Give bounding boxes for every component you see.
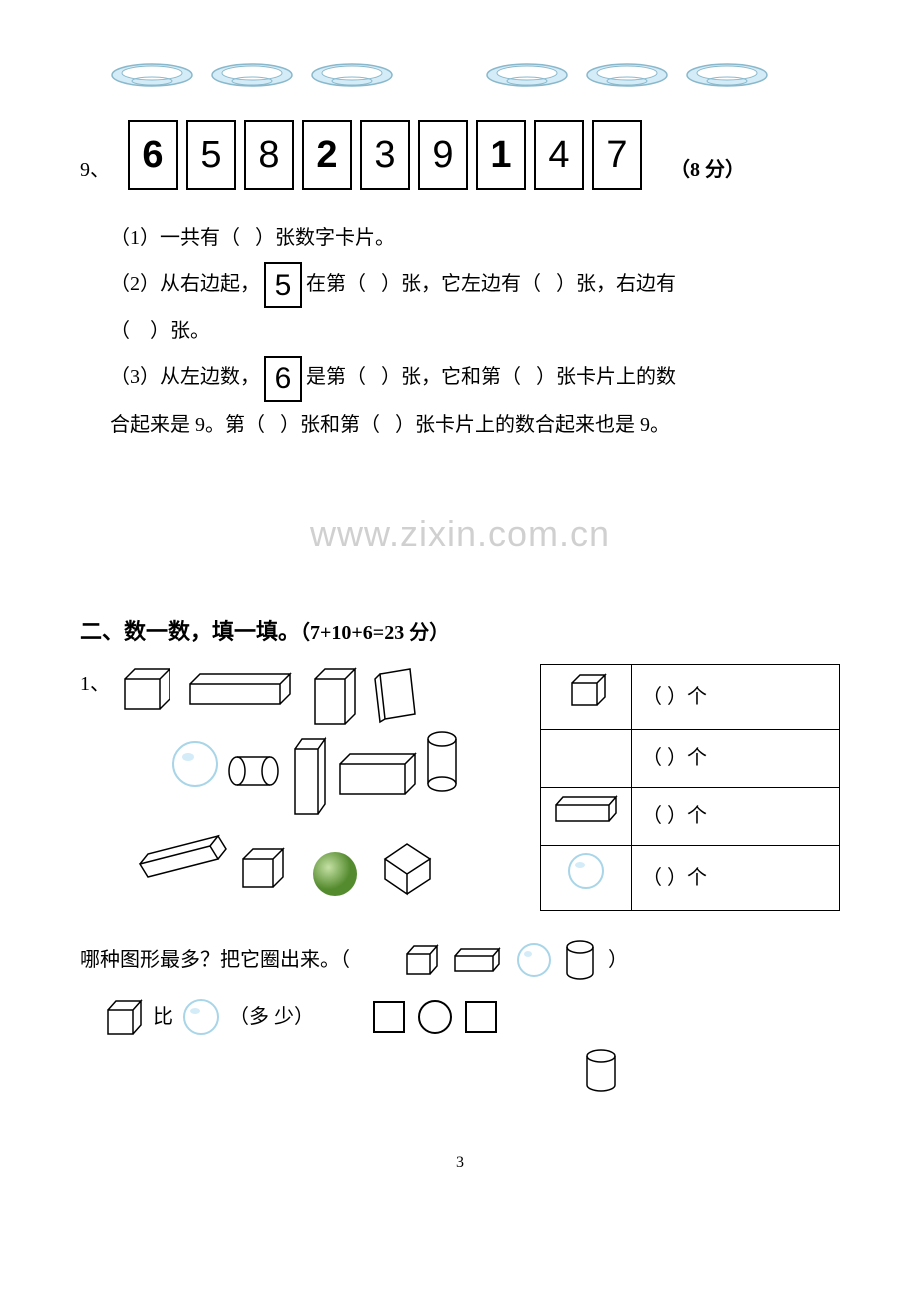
plate-icon xyxy=(110,60,195,90)
cylinder-option-icon xyxy=(563,939,598,981)
text: ）张，它和第（ xyxy=(381,366,521,388)
number-card: 8 xyxy=(244,120,294,190)
table-cuboid-icon xyxy=(541,729,632,787)
extra-cylinder xyxy=(80,1048,840,1107)
plate-icon xyxy=(585,60,670,90)
text: 哪种图形最多？把它圈出来。（ xyxy=(80,940,350,980)
text: ）张卡片上的数 xyxy=(536,366,676,388)
number-card: 2 xyxy=(302,120,352,190)
count-cell: （ ）个 xyxy=(632,787,840,845)
cube-option-icon xyxy=(400,942,440,977)
sphere-option-icon xyxy=(515,941,553,979)
table-cube-icon xyxy=(541,664,632,729)
q9-card-row: 9、 6 5 8 2 3 9 1 4 7 （8 分） xyxy=(80,120,840,190)
text: 在第（ xyxy=(306,273,366,295)
cube-icon xyxy=(100,996,145,1038)
q9-label: 9、 xyxy=(80,150,110,190)
text: （3）从左边数， xyxy=(110,366,260,388)
cuboid-icon xyxy=(185,669,295,709)
q9-sub1: （1）一共有（ ）张数字卡片。 xyxy=(80,215,840,261)
page-number: 3 xyxy=(80,1147,840,1179)
number-card: 4 xyxy=(534,120,584,190)
square-icon xyxy=(462,998,500,1036)
table-row: （ ）个 xyxy=(541,845,840,910)
cube-icon xyxy=(380,839,435,899)
text: ）张数字卡片。 xyxy=(255,227,395,249)
cuboid-icon xyxy=(310,664,360,729)
green-sphere-icon xyxy=(310,849,360,899)
text: ）张，右边有 xyxy=(556,273,676,295)
count-cell: （ ）个 xyxy=(632,664,840,729)
q9-sub2: （2）从右边起，5在第（ ）张，它左边有（ ）张，右边有 （ ）张。 xyxy=(80,261,840,354)
plate-icon xyxy=(310,60,395,90)
sphere-icon xyxy=(181,997,221,1037)
count-cell: （ ）个 xyxy=(632,845,840,910)
text: 是第（ xyxy=(306,366,366,388)
table-sphere-icon xyxy=(541,845,632,910)
inline-number-box: 5 xyxy=(264,262,302,308)
text: ）张和第（ xyxy=(280,414,380,436)
section2-points: （7+10+6=23 分） xyxy=(300,622,449,644)
q1-label: 1、 xyxy=(80,664,110,704)
plates-right-group xyxy=(485,60,770,90)
text: ）张，它左边有（ xyxy=(381,273,541,295)
cylinder-icon xyxy=(225,754,280,789)
text: ） xyxy=(608,940,628,980)
cylinder-icon xyxy=(425,729,460,794)
number-card: 7 xyxy=(592,120,642,190)
text: （2）从右边起， xyxy=(110,273,260,295)
cube-icon xyxy=(235,844,285,892)
table-row: （ ）个 xyxy=(541,787,840,845)
count-cell: （ ）个 xyxy=(632,729,840,787)
text: ）张卡片上的数合起来也是 9。 xyxy=(395,414,670,436)
title-text: 二、数一数，填一填。 xyxy=(80,619,300,644)
cylinder-icon xyxy=(582,1048,620,1093)
q9-points: （8 分） xyxy=(670,150,745,190)
text: （1）一共有（ xyxy=(110,227,240,249)
number-card: 5 xyxy=(186,120,236,190)
plate-icon xyxy=(685,60,770,90)
text: 比 xyxy=(153,997,173,1037)
plates-row xyxy=(80,60,840,90)
table-row: （ ）个 xyxy=(541,729,840,787)
section2-title: 二、数一数，填一填。（7+10+6=23 分） xyxy=(80,610,840,654)
text: ）张。 xyxy=(150,320,210,342)
text: （多 少） xyxy=(229,997,314,1037)
number-card: 6 xyxy=(128,120,178,190)
number-card: 9 xyxy=(418,120,468,190)
table-cuboid-icon xyxy=(541,787,632,845)
shape-count-table: （ ）个 （ ）个 （ ）个 （ ）个 xyxy=(540,664,840,911)
plates-left-group xyxy=(110,60,395,90)
square-icon xyxy=(370,998,408,1036)
inline-number-box: 6 xyxy=(264,356,302,402)
cuboid-option-icon xyxy=(450,945,505,975)
most-shape-question: 哪种图形最多？把它圈出来。（ ） xyxy=(80,939,840,981)
cuboid-icon xyxy=(130,834,230,884)
cuboid-icon xyxy=(370,664,420,724)
text: （ xyxy=(110,320,130,342)
number-card: 3 xyxy=(360,120,410,190)
sphere-icon xyxy=(170,739,220,789)
plate-icon xyxy=(210,60,295,90)
cuboid-icon xyxy=(290,734,330,819)
shapes-scatter xyxy=(115,664,530,924)
compare-question: 比 （多 少） xyxy=(80,996,840,1038)
cube-icon xyxy=(115,664,170,714)
number-card: 1 xyxy=(476,120,526,190)
plate-icon xyxy=(485,60,570,90)
cuboid-icon xyxy=(335,749,420,799)
table-row: （ ）个 xyxy=(541,664,840,729)
circle-icon xyxy=(416,998,454,1036)
text: 合起来是 9。第（ xyxy=(110,414,265,436)
watermark: www.zixin.com.cn xyxy=(80,498,840,570)
q9-sub3: （3）从左边数，6是第（ ）张，它和第（ ）张卡片上的数 合起来是 9。第（ ）… xyxy=(80,354,840,447)
